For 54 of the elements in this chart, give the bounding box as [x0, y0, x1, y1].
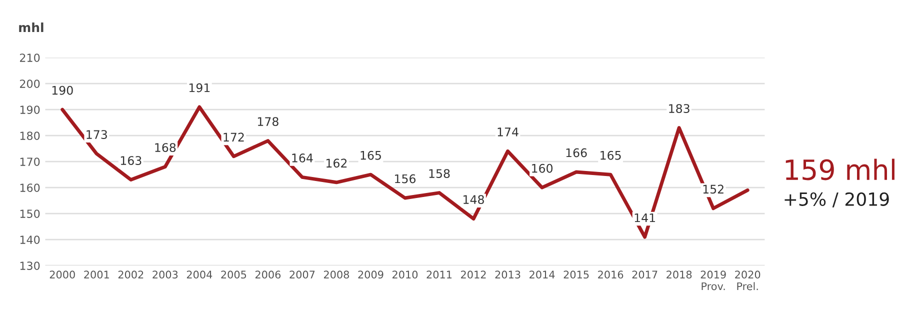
- data-label: 156: [395, 174, 416, 184]
- data-label: 174: [498, 128, 518, 136]
- y-tick-label: 170: [20, 158, 40, 166]
- data-label: 165: [360, 150, 381, 160]
- x-tick-label: 2001: [84, 270, 109, 279]
- y-tick-label: 200: [20, 80, 40, 88]
- x-tick-label: 2016: [598, 270, 624, 279]
- y-tick-label: 140: [20, 236, 40, 244]
- x-tick-label: 2007: [290, 270, 315, 279]
- data-label: 166: [566, 148, 587, 158]
- text: +5% / 2019: [784, 192, 889, 208]
- data-label: 164: [292, 153, 313, 162]
- x-tick-label: 2003: [152, 270, 178, 279]
- data-label: 148: [464, 195, 484, 204]
- x-tick-label: 2005: [221, 270, 246, 279]
- y-tick-label: 210: [20, 54, 40, 62]
- x-tick-label: 2020 Prel.: [735, 270, 760, 290]
- data-label: 172: [224, 132, 244, 142]
- y-tick-label: 150: [20, 210, 40, 218]
- data-label: 141: [634, 213, 655, 222]
- data-label: 152: [703, 184, 724, 194]
- y-tick-label: 160: [20, 184, 40, 192]
- data-label: 173: [86, 130, 107, 140]
- x-tick-label: 2008: [324, 270, 350, 279]
- data-label: 178: [258, 117, 278, 126]
- data-label: 190: [52, 86, 73, 95]
- y-tick-label: 130: [20, 262, 40, 270]
- x-tick-label: 2013: [495, 270, 520, 279]
- data-label: 163: [120, 156, 142, 166]
- x-tick-label: 2004: [186, 270, 212, 279]
- data-label: 168: [155, 143, 176, 152]
- y-axis-title: mhl: [19, 22, 44, 32]
- x-tick-label: 2014: [530, 270, 555, 279]
- x-tick-label: 2006: [255, 270, 281, 279]
- x-tick-label: 2002: [118, 270, 144, 279]
- x-tick-label: 2011: [426, 270, 452, 279]
- x-tick-label: 2012: [461, 270, 486, 279]
- data-label: 158: [429, 169, 450, 178]
- text: 159 mhl: [786, 158, 894, 180]
- data-label: 191: [189, 83, 210, 92]
- data-label: 165: [600, 150, 621, 160]
- y-tick-label: 190: [20, 106, 40, 114]
- x-tick-label: 2010: [392, 270, 418, 279]
- x-tick-label: 2000: [50, 270, 75, 279]
- data-label: 160: [532, 164, 553, 173]
- y-tick-label: 180: [20, 132, 40, 140]
- data-label: 183: [669, 104, 690, 114]
- x-tick-label: 2015: [564, 270, 589, 279]
- x-tick-label: 2009: [358, 270, 384, 279]
- x-tick-label: 2018: [666, 270, 692, 279]
- x-tick-label: 2019 Prov.: [700, 270, 726, 290]
- data-label: 162: [326, 158, 347, 168]
- line-series: [60, 105, 750, 239]
- x-tick-label: 2017: [632, 270, 658, 279]
